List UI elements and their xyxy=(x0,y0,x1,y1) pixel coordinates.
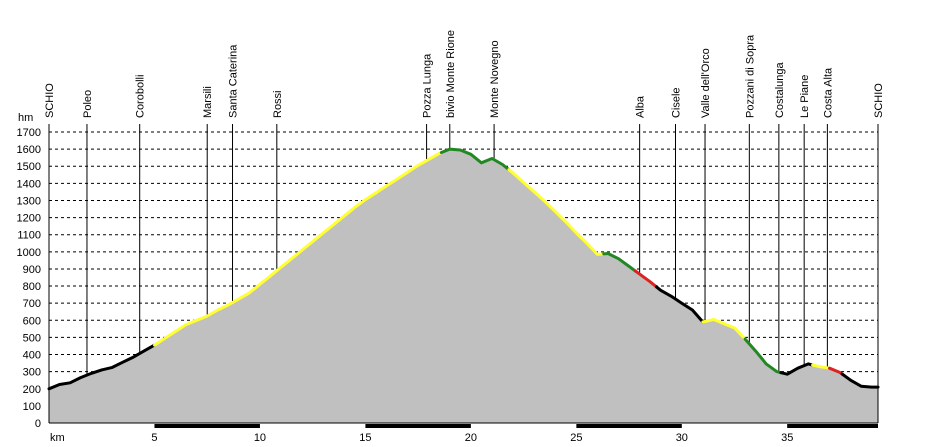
waypoint-label-6: Pozza Lunga xyxy=(422,53,434,118)
waypoint-label-15: Costa Alta xyxy=(822,67,834,118)
y-tick-label-1100: 1100 xyxy=(17,230,41,242)
waypoint-label-13: Costalunga xyxy=(774,61,786,118)
y-tick-label-1500: 1500 xyxy=(17,161,41,173)
waypoint-label-7: bivio Monte Rione xyxy=(445,30,457,118)
waypoint-label-14: Le Piane xyxy=(799,75,811,118)
waypoint-label-10: Cisele xyxy=(670,87,682,118)
profile-segment-8 xyxy=(701,317,747,341)
profile-segment-7 xyxy=(655,285,705,324)
x-tick-label-35: 35 xyxy=(781,432,793,444)
waypoint-label-8: Monte Novegno xyxy=(489,40,501,118)
x-tick-label-5: 5 xyxy=(151,432,157,444)
y-tick-label-900: 900 xyxy=(23,264,41,276)
y-tick-label-700: 700 xyxy=(23,298,41,310)
y-tick-label-200: 200 xyxy=(23,384,41,396)
x-tick-label-30: 30 xyxy=(676,432,688,444)
y-tick-label-1200: 1200 xyxy=(17,213,41,225)
x-tick-label-20: 20 xyxy=(465,432,477,444)
y-tick-label-1400: 1400 xyxy=(17,178,41,190)
scale-block-25 xyxy=(576,424,682,428)
profile-segment-13 xyxy=(840,372,880,389)
y-tick-label-600: 600 xyxy=(23,315,41,327)
profile-segment-9 xyxy=(743,337,783,375)
profile-segment-6 xyxy=(633,269,658,289)
y-tick-label-400: 400 xyxy=(23,350,41,362)
waypoint-label-9: Alba xyxy=(635,95,647,118)
profile-fill xyxy=(49,149,878,423)
waypoint-label-1: Poleo xyxy=(82,90,94,118)
profile-segment-4 xyxy=(507,168,606,256)
waypoint-label-2: Corobolli xyxy=(135,75,147,118)
profile-area xyxy=(49,149,878,423)
y-tick-label-500: 500 xyxy=(23,332,41,344)
profile-segment-5 xyxy=(602,252,637,273)
y-tick-label-1700: 1700 xyxy=(17,127,41,139)
scale-block-end xyxy=(787,424,878,428)
x-axis-unit-label: km xyxy=(50,432,65,444)
y-tick-label-300: 300 xyxy=(23,367,41,379)
waypoint-label-12: Pozzani di Sopra xyxy=(744,34,756,118)
x-tick-label-10: 10 xyxy=(254,432,266,444)
profile-segment-1 xyxy=(153,238,317,347)
profile-segment-11 xyxy=(811,363,831,370)
y-tick-label-800: 800 xyxy=(23,281,41,293)
y-axis-unit-label: hm xyxy=(18,112,33,124)
waypoint-label-16: SCHIO xyxy=(873,83,885,118)
scale-block-5 xyxy=(154,424,260,428)
axes: 0 100 200 300 400 500 600 700 800 900 1000 1100 1200… xyxy=(17,127,879,444)
x-tick-label-15: 15 xyxy=(359,432,371,444)
y-tick-label-100: 100 xyxy=(23,401,41,413)
profile-segment-10 xyxy=(779,362,815,376)
profile-line xyxy=(47,147,880,391)
y-tick-label-1000: 1000 xyxy=(17,247,41,259)
waypoint-markers: SCHIO Poleo Corobolli Marsili Santa Caterina… xyxy=(44,30,885,423)
x-tick-label-25: 25 xyxy=(570,432,582,444)
y-tick-label-0: 0 xyxy=(35,418,41,430)
waypoint-label-0: SCHIO xyxy=(44,83,56,118)
y-tick-label-1600: 1600 xyxy=(17,144,41,156)
scale-block-15 xyxy=(365,424,471,428)
profile-segment-3 xyxy=(439,147,511,172)
y-tick-label-1300: 1300 xyxy=(17,195,41,207)
waypoint-label-11: Valle dell'Orco xyxy=(700,48,712,118)
profile-segment-2 xyxy=(313,151,443,242)
waypoint-label-3: Marsili xyxy=(202,86,214,118)
profile-segment-0 xyxy=(47,343,156,391)
waypoint-label-5: Rossi xyxy=(272,90,284,118)
waypoint-label-4: Santa Caterina xyxy=(228,44,240,118)
